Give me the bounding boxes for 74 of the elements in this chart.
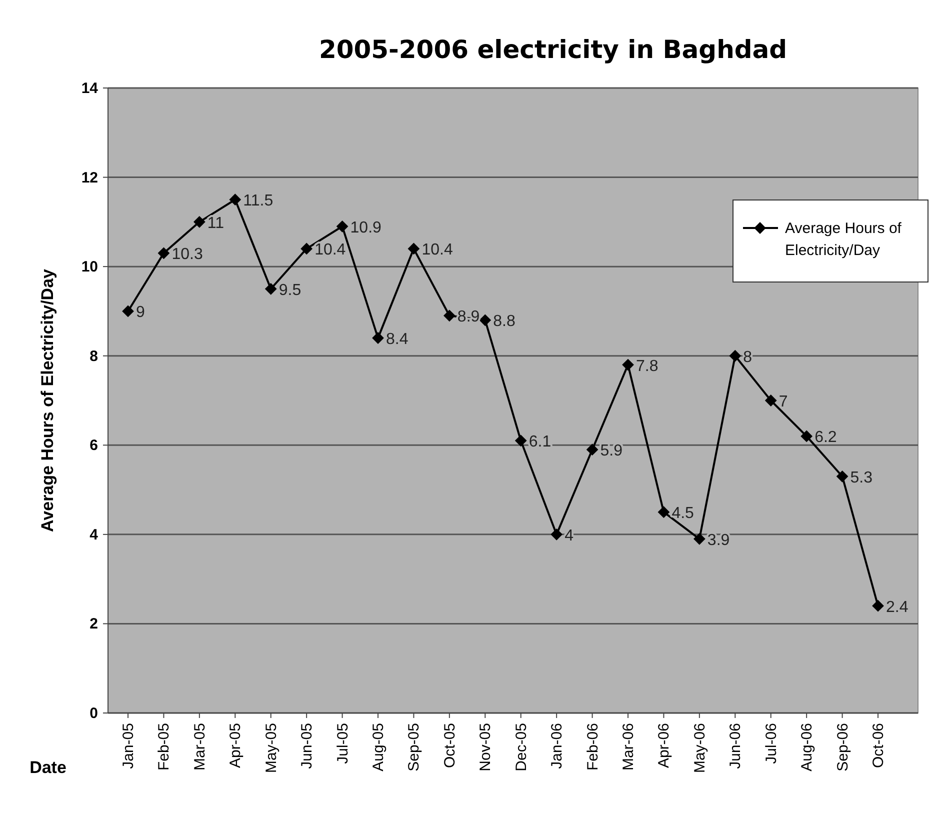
point	[300, 242, 313, 255]
point	[336, 220, 348, 232]
x-tick-label: Apr-05	[227, 723, 244, 768]
point	[586, 444, 598, 456]
y-tick-label: 4	[90, 526, 99, 544]
point	[122, 305, 134, 318]
data-label: 11	[207, 214, 224, 232]
data-label: 11.5	[243, 192, 274, 210]
data-label: 4.5	[672, 505, 694, 522]
y-tick-label: 8	[90, 348, 98, 365]
legend-label: Average Hours of Electricity/Day	[785, 220, 902, 259]
point	[158, 247, 170, 260]
x-tick-label: Oct-06	[870, 723, 887, 768]
y-tick-label: 2	[90, 616, 98, 633]
x-tick-label: May-06	[691, 723, 708, 774]
point	[408, 242, 420, 255]
x-tick-label: Nov-05	[477, 723, 494, 772]
point	[193, 216, 206, 228]
x-tick-label: Apr-06	[656, 723, 673, 768]
x-tick-label: Jul-06	[762, 723, 780, 764]
y-axis-title: Average Hours of Electricity/Day	[38, 268, 57, 532]
x-tick-label: Aug-06	[798, 723, 816, 772]
chart-title: 2005-2006 electricity in Baghdad	[318, 35, 788, 64]
point	[229, 194, 242, 206]
data-label: 7.8	[636, 358, 658, 375]
point	[479, 314, 492, 326]
y-tick-label: 6	[90, 437, 98, 454]
x-axis-title: Date	[30, 758, 66, 777]
x-tick-label: Jan-06	[548, 723, 566, 769]
data-label: 9	[136, 304, 145, 322]
data-label: 2.4	[886, 598, 908, 616]
x-tick-label: Jan-05	[120, 723, 137, 769]
data-label: 3.9	[707, 532, 730, 549]
x-tick-label: May-05	[262, 723, 280, 774]
data-label: 10.9	[350, 219, 382, 236]
x-tick-label: Jun-06	[727, 723, 744, 769]
y-tick-label: 0	[90, 705, 98, 722]
x-tick-label: Sep-05	[406, 723, 423, 772]
point	[443, 310, 456, 322]
x-tick-label: Aug-05	[370, 723, 387, 772]
data-label: 5.9	[600, 442, 623, 460]
x-tick-label: Mar-05	[191, 723, 208, 771]
data-label: 8.8	[493, 313, 516, 330]
data-label: 6.2	[814, 429, 837, 446]
y-tick-label: 10	[81, 258, 98, 276]
data-label: 5.3	[850, 469, 873, 486]
data-label: 7	[778, 394, 788, 410]
x-tick-label: Jul-05	[334, 723, 352, 764]
x-tick-label: Oct-05	[441, 723, 458, 768]
data-label: 8.4	[386, 331, 408, 348]
point	[622, 358, 634, 371]
x-tick-label: Jun-05	[298, 723, 316, 769]
point	[550, 528, 563, 540]
x-tick-label: Dec-05	[512, 723, 530, 772]
point	[800, 430, 813, 442]
point	[514, 434, 527, 447]
point	[836, 470, 848, 482]
x-tick-label: Sep-06	[834, 723, 852, 772]
point	[764, 394, 777, 406]
data-label: 10.4	[314, 242, 346, 259]
x-tick-label: Mar-06	[620, 723, 637, 771]
point	[658, 506, 670, 518]
point	[693, 532, 706, 545]
data-label: 10.3	[172, 246, 203, 264]
x-tick-label: Feb-06	[584, 723, 602, 771]
point	[264, 282, 277, 295]
point	[372, 332, 384, 344]
y-tick-label: 14	[81, 80, 99, 97]
point	[872, 600, 884, 612]
data-label: 10.4	[422, 242, 453, 259]
x-tick-label: Feb-05	[156, 723, 173, 771]
data-label: 9.5	[278, 282, 302, 299]
point	[729, 350, 742, 362]
y-tick-label: 12	[81, 169, 98, 186]
